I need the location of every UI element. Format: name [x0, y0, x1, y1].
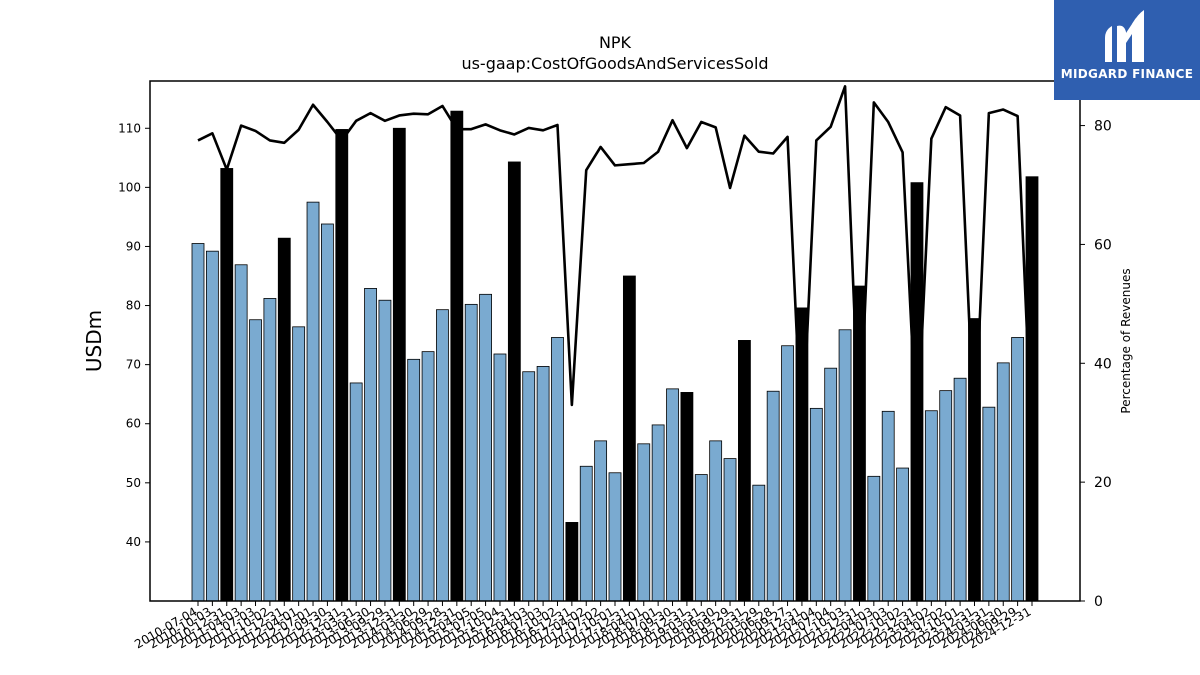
bar-2018-12-31 [680, 392, 694, 602]
bar-2022-07-03 [881, 410, 895, 602]
bar-2021-10-03 [838, 329, 852, 602]
bar-2022-10-02 [896, 467, 909, 602]
bar-2017-07-02 [594, 440, 608, 602]
bar-2017-12-31 [622, 275, 636, 602]
bar-2018-07-01 [651, 424, 665, 602]
bar-2024-09-29 [1011, 337, 1025, 602]
bar-2010-07-04 [191, 243, 205, 602]
bar-2018-04-01 [637, 443, 651, 602]
percentage-line [197, 85, 1034, 449]
bar-2012-12-31 [335, 129, 349, 602]
y2-tick-label: 40 [1094, 356, 1112, 372]
bar-2011-10-02 [263, 298, 277, 602]
bar-2020-09-27 [781, 345, 794, 602]
bar-2020-06-28 [766, 390, 780, 602]
bar-2016-10-02 [551, 337, 564, 602]
bar-2014-12-31 [450, 110, 464, 602]
bar-2013-03-31 [349, 382, 363, 602]
bar-2018-09-30 [666, 388, 679, 602]
bar-2016-04-03 [522, 371, 536, 602]
bar-2013-06-30 [364, 288, 377, 602]
chart-title-block: NPK us-gaap:CostOfGoodsAndServicesSold [0, 32, 1200, 74]
bar-2019-09-29 [723, 458, 737, 602]
y-tick-label: 110 [118, 121, 141, 135]
y2-axis-label: Percentage of Revenues [1119, 268, 1133, 413]
bar-2014-09-28 [436, 309, 449, 602]
y-axis-label: USDm [82, 310, 106, 372]
bar-2016-07-03 [536, 366, 550, 602]
bar-2015-12-31 [507, 161, 521, 602]
chart-subtitle: us-gaap:CostOfGoodsAndServicesSold [461, 54, 769, 73]
y-tick-label: 90 [126, 239, 141, 253]
bar-2011-04-03 [234, 264, 248, 602]
bar-2022-12-31 [910, 182, 924, 602]
bar-2013-12-31 [392, 127, 406, 602]
y-tick-label: 50 [126, 476, 141, 490]
bar-2024-12-31 [1025, 176, 1039, 602]
line-layer [197, 85, 1034, 449]
bar-2019-03-31 [694, 474, 708, 602]
bar-2021-07-04 [824, 367, 838, 602]
bar-2012-04-01 [292, 326, 306, 602]
bar-2014-03-30 [407, 358, 421, 602]
bar-2013-09-29 [378, 299, 392, 602]
y-tick-label: 60 [126, 417, 141, 431]
bar-2020-03-29 [752, 484, 766, 602]
bar-2017-10-01 [608, 472, 622, 602]
bar-2024-03-31 [982, 406, 996, 602]
bar-2019-12-31 [738, 340, 751, 602]
bar-2011-07-03 [249, 319, 262, 602]
chart-title: NPK [598, 33, 632, 52]
y2-tick-label: 80 [1094, 119, 1112, 135]
bar-2017-04-02 [579, 465, 593, 602]
bars-layer [191, 110, 1039, 602]
y-tick-label: 40 [126, 535, 141, 549]
y-tick-label: 70 [126, 358, 141, 372]
brand-name: MIDGARD FINANCE [1060, 67, 1194, 81]
y-tick-label: 80 [126, 299, 141, 313]
bar-2010-10-03 [205, 250, 219, 602]
midgard-logo-icon [1105, 10, 1144, 63]
x-axis: 2010-07-042010-10-032010-12-312011-04-03… [132, 601, 1034, 651]
y-tick-label: 100 [118, 180, 141, 194]
right-axis: 0 20 40 60 80 [1080, 119, 1112, 610]
bar-2014-06-29 [421, 351, 435, 602]
bar-2015-10-04 [493, 353, 507, 602]
bar-2016-12-31 [565, 522, 579, 602]
y2-tick-label: 60 [1094, 237, 1112, 253]
left-axis: 40 50 60 70 80 90 100 110 [118, 121, 150, 549]
bar-2015-04-05 [464, 303, 478, 602]
y2-tick-label: 0 [1094, 594, 1103, 610]
bar-2011-12-31 [277, 237, 291, 602]
bar-2023-04-02 [924, 410, 938, 602]
brand-logo: MIDGARD FINANCE [1054, 0, 1200, 100]
bar-2010-12-31 [220, 168, 234, 602]
bar-2012-09-30 [321, 223, 334, 602]
y2-tick-label: 20 [1094, 475, 1112, 491]
bar-2024-06-30 [996, 362, 1010, 602]
bar-2012-07-01 [306, 201, 320, 602]
bar-2019-06-30 [709, 440, 723, 602]
bar-2021-04-04 [809, 407, 823, 602]
bar-2023-07-02 [939, 390, 953, 602]
bar-2023-10-01 [953, 377, 967, 602]
bar-2015-07-05 [479, 293, 492, 602]
bar-2022-04-03 [867, 475, 881, 602]
